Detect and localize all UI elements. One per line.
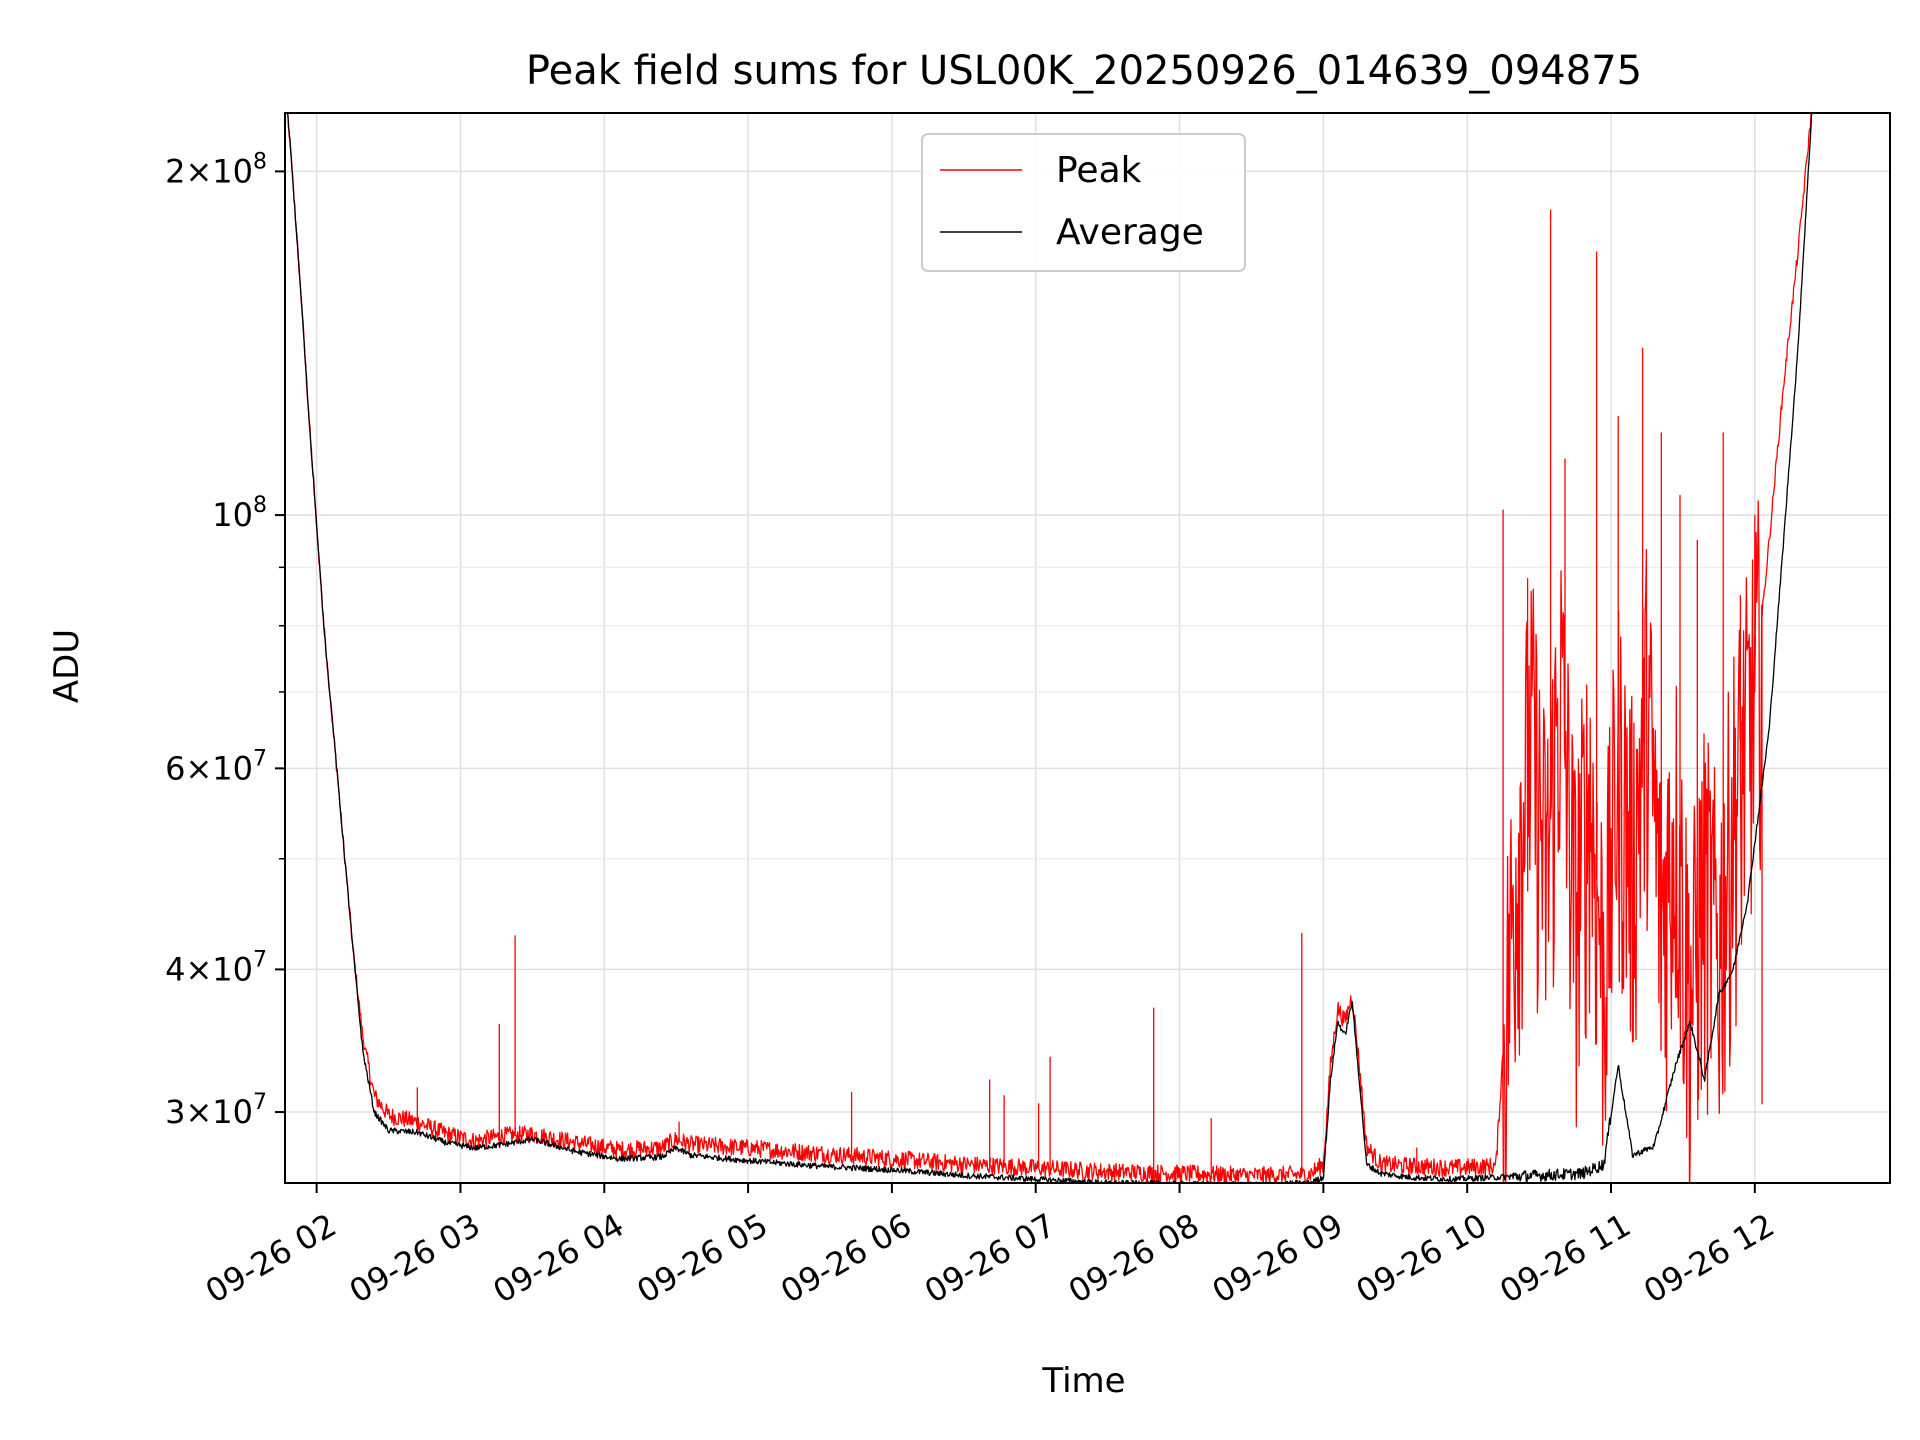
plot-frame	[284, 112, 1891, 1184]
series-line-peak	[287, 113, 1812, 1183]
y-tick-label: 6×107	[165, 746, 267, 787]
y-axis: 3×107 4×107 6×107 108 2×108	[165, 149, 285, 1131]
legend-box	[921, 133, 1246, 272]
x-axis-label: Time	[1041, 1361, 1125, 1401]
plot-lines	[287, 113, 1813, 1183]
legend-peak-label: Peak	[1056, 150, 1142, 191]
y-tick-label: 3×107	[165, 1090, 267, 1131]
legend: Peak Average	[921, 133, 1246, 272]
y-tick-label: 2×108	[165, 149, 267, 190]
series-line-average	[287, 113, 1813, 1183]
y-tick-label: 108	[212, 493, 267, 534]
legend-average-label: Average	[1056, 212, 1204, 253]
y-tick-label: 4×107	[165, 947, 267, 988]
chart-title: Peak field sums for USL00K_20250926_0146…	[526, 48, 1642, 94]
y-axis-label: ADU	[47, 629, 87, 703]
